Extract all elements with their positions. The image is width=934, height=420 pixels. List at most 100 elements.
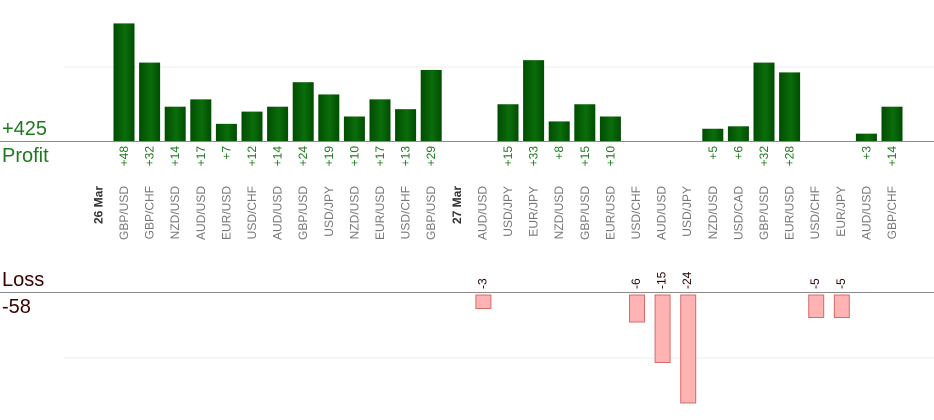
- loss-bar: [833, 294, 850, 318]
- loss-value-label: -3: [475, 278, 489, 289]
- loss-bar: [680, 294, 697, 404]
- loss-bar: [808, 294, 825, 318]
- profit-value-label: +5: [706, 146, 720, 160]
- category-label: GBP/USD: [424, 186, 438, 240]
- profit-value-label: +3: [859, 146, 873, 160]
- category-label: USD/CHF: [245, 186, 259, 239]
- loss-value-label: -5: [808, 278, 822, 289]
- profit-value-label: +29: [424, 146, 438, 167]
- category-label: EUR/USD: [603, 186, 617, 240]
- category-label: GBP/CHF: [143, 186, 157, 239]
- profit-value-label: +7: [219, 146, 233, 160]
- profit-value-label: +17: [194, 146, 208, 167]
- profit-value-label: +12: [245, 146, 259, 167]
- profit-bar: [574, 104, 596, 141]
- category-labels: 26 Mar GBP/USD +48 GBP/CHF +32 NZD/USD +14 AUD/…: [91, 146, 899, 289]
- category-label: USD/CHF: [399, 186, 413, 239]
- category-label: GBP/CHF: [885, 186, 899, 239]
- profit-bar: [395, 109, 417, 141]
- category-label: AUD/USD: [655, 186, 669, 240]
- profit-bar: [369, 99, 391, 141]
- category-label: EUR/USD: [219, 186, 233, 240]
- profit-bar: [113, 23, 135, 141]
- profit-bar: [420, 69, 442, 141]
- profit-total: +425: [2, 118, 48, 140]
- category-label: AUD/USD: [859, 186, 873, 240]
- loss-bars: [475, 294, 850, 404]
- profit-value-label: +10: [603, 146, 617, 167]
- profit-value-label: +17: [373, 146, 387, 167]
- profit-value-label: +48: [117, 146, 131, 167]
- profit-value-label: +32: [757, 146, 771, 167]
- profit-value-label: +14: [271, 146, 285, 167]
- profit-label: Profit: [2, 145, 49, 167]
- category-label: EUR/USD: [783, 186, 797, 240]
- profit-bar: [343, 116, 365, 141]
- profit-value-label: +10: [347, 146, 361, 167]
- loss-label: Loss: [2, 269, 45, 291]
- category-label: EUR/USD: [373, 186, 387, 240]
- category-label: AUD/USD: [475, 186, 489, 240]
- loss-value-label: -24: [680, 271, 694, 289]
- profit-bar: [753, 62, 775, 141]
- profit-value-label: +8: [552, 146, 566, 160]
- profit-bar: [881, 106, 903, 141]
- profit-bar: [241, 111, 263, 141]
- category-label: EUR/JPY: [834, 186, 848, 237]
- loss-value-label: -6: [629, 278, 643, 289]
- loss-total: -58: [2, 296, 31, 318]
- profit-bar: [523, 60, 545, 141]
- category-label: GBP/USD: [578, 186, 592, 240]
- profit-value-label: +15: [578, 146, 592, 167]
- loss-value-label: -5: [834, 278, 848, 289]
- category-label: USD/CHF: [629, 186, 643, 239]
- category-label: USD/JPY: [501, 186, 515, 237]
- profit-bar: [267, 106, 289, 141]
- loss-value-label: -15: [655, 271, 669, 289]
- profit-value-label: +24: [296, 146, 310, 167]
- category-label: AUD/USD: [271, 186, 285, 240]
- profit-value-label: +13: [399, 146, 413, 167]
- date-label: 26 Mar: [91, 186, 105, 224]
- category-label: USD/JPY: [680, 186, 694, 237]
- profit-bar: [702, 128, 724, 141]
- profit-value-label: +33: [527, 146, 541, 167]
- category-label: GBP/USD: [296, 186, 310, 240]
- loss-bar: [629, 294, 645, 323]
- grid-lines: [0, 66, 934, 359]
- category-label: USD/CAD: [731, 186, 745, 240]
- profit-bar: [855, 133, 877, 141]
- category-label: EUR/JPY: [527, 186, 541, 237]
- profit-value-label: +15: [501, 146, 515, 167]
- loss-bar: [654, 294, 671, 363]
- category-label: AUD/USD: [194, 186, 208, 240]
- profit-bar: [215, 123, 237, 141]
- profit-value-label: +6: [731, 146, 745, 160]
- profit-bar: [292, 82, 314, 141]
- category-label: USD/CHF: [808, 186, 822, 239]
- category-label: GBP/USD: [757, 186, 771, 240]
- category-label: NZD/USD: [347, 186, 361, 240]
- profit-bar: [599, 116, 621, 141]
- profit-bar: [497, 104, 519, 141]
- profit-bar: [164, 106, 186, 141]
- profit-value-label: +28: [783, 146, 797, 167]
- profit-value-label: +14: [885, 146, 899, 167]
- profit-bar: [727, 126, 749, 141]
- category-label: NZD/USD: [706, 186, 720, 240]
- profit-bar: [548, 121, 570, 141]
- profit-value-label: +14: [168, 146, 182, 167]
- category-label: NZD/USD: [552, 186, 566, 240]
- date-label: 27 Mar: [450, 186, 464, 224]
- profit-value-label: +19: [322, 146, 336, 167]
- profit-bar: [779, 72, 801, 141]
- profit-bars: [113, 23, 903, 141]
- profit-bar: [318, 94, 340, 141]
- loss-bar: [475, 294, 492, 309]
- category-label: USD/JPY: [322, 186, 336, 237]
- profit-bar: [190, 99, 212, 141]
- category-label: GBP/USD: [117, 186, 131, 240]
- profit-value-label: +32: [143, 146, 157, 167]
- category-label: NZD/USD: [168, 186, 182, 240]
